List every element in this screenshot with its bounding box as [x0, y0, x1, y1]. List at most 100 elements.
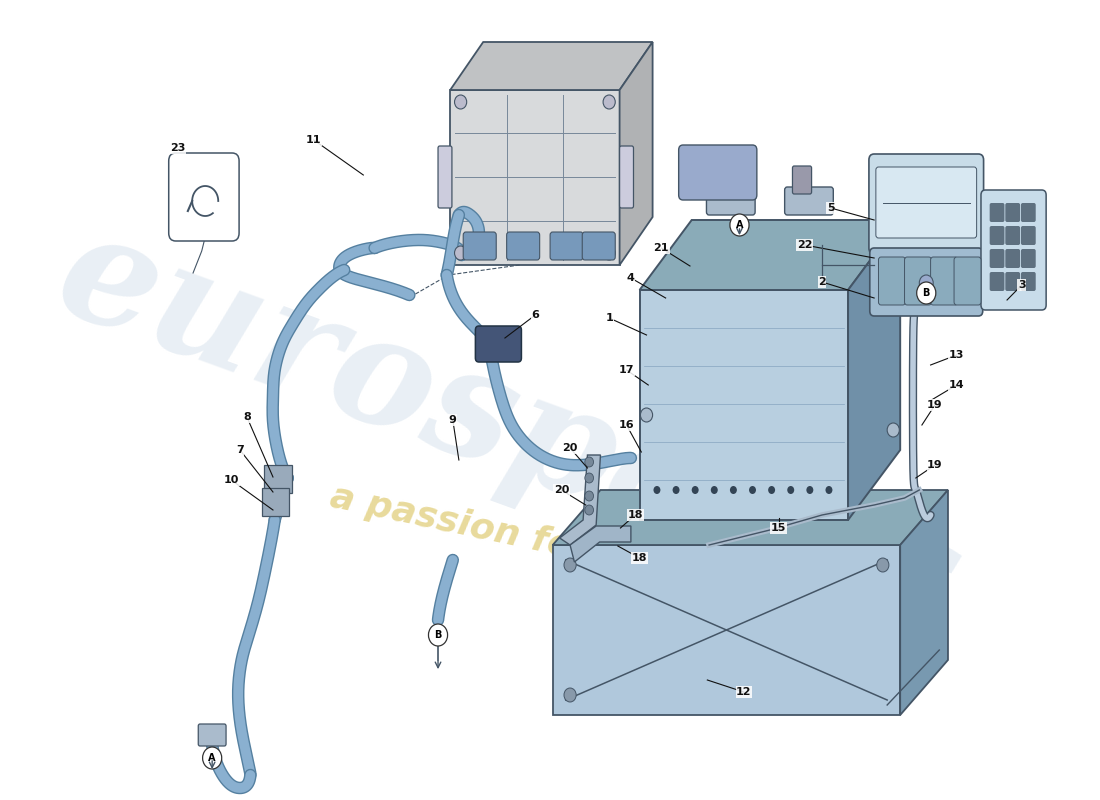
FancyBboxPatch shape	[582, 232, 615, 260]
Text: 2: 2	[818, 277, 826, 287]
Text: 12: 12	[736, 687, 751, 697]
Circle shape	[672, 486, 680, 494]
Circle shape	[640, 408, 652, 422]
Text: 1: 1	[605, 313, 613, 323]
FancyBboxPatch shape	[990, 249, 1004, 268]
Circle shape	[603, 95, 615, 109]
FancyBboxPatch shape	[1021, 249, 1036, 268]
Circle shape	[768, 486, 776, 494]
Text: 8: 8	[243, 412, 251, 422]
Text: 21: 21	[653, 243, 669, 253]
FancyBboxPatch shape	[784, 187, 834, 215]
Text: 6: 6	[531, 310, 539, 320]
FancyBboxPatch shape	[679, 145, 757, 200]
FancyBboxPatch shape	[1005, 226, 1020, 245]
FancyBboxPatch shape	[981, 190, 1046, 310]
FancyBboxPatch shape	[1021, 272, 1036, 291]
Circle shape	[202, 747, 222, 769]
Text: 3: 3	[1018, 280, 1025, 290]
Circle shape	[454, 246, 466, 260]
FancyBboxPatch shape	[706, 187, 755, 215]
Circle shape	[825, 486, 833, 494]
FancyBboxPatch shape	[931, 257, 957, 305]
Circle shape	[585, 457, 594, 467]
Text: B: B	[923, 288, 930, 298]
Polygon shape	[900, 490, 948, 715]
Circle shape	[585, 491, 594, 501]
Text: 17: 17	[619, 365, 635, 375]
Circle shape	[888, 423, 900, 437]
Polygon shape	[639, 220, 900, 290]
Circle shape	[920, 275, 933, 291]
Text: 11: 11	[306, 135, 321, 145]
FancyBboxPatch shape	[1005, 272, 1020, 291]
Polygon shape	[848, 220, 900, 520]
Text: 20: 20	[562, 443, 578, 453]
Polygon shape	[570, 526, 631, 562]
Text: 19: 19	[927, 460, 943, 470]
Text: 19: 19	[927, 400, 943, 410]
Text: 16: 16	[618, 420, 635, 430]
FancyBboxPatch shape	[550, 232, 583, 260]
FancyBboxPatch shape	[1005, 249, 1020, 268]
Text: eurospares: eurospares	[40, 198, 979, 662]
FancyBboxPatch shape	[1021, 226, 1036, 245]
FancyBboxPatch shape	[792, 166, 812, 194]
Polygon shape	[619, 42, 652, 265]
Circle shape	[806, 486, 813, 494]
Circle shape	[454, 95, 466, 109]
Polygon shape	[450, 90, 619, 265]
Text: 18: 18	[627, 510, 644, 520]
Text: 20: 20	[553, 485, 569, 495]
Circle shape	[711, 486, 718, 494]
Text: B: B	[434, 630, 442, 640]
Circle shape	[788, 486, 794, 494]
Circle shape	[429, 624, 448, 646]
FancyBboxPatch shape	[1005, 203, 1020, 222]
FancyBboxPatch shape	[876, 167, 977, 238]
FancyBboxPatch shape	[990, 226, 1004, 245]
Circle shape	[585, 505, 594, 515]
Text: 18: 18	[631, 553, 647, 563]
Text: a passion for parts since 1985: a passion for parts since 1985	[327, 479, 935, 641]
Text: 13: 13	[949, 350, 965, 360]
FancyBboxPatch shape	[870, 248, 982, 316]
Text: 10: 10	[223, 475, 239, 485]
FancyBboxPatch shape	[475, 326, 521, 362]
Text: 9: 9	[449, 415, 456, 425]
Polygon shape	[264, 465, 293, 493]
Text: 14: 14	[949, 380, 965, 390]
FancyBboxPatch shape	[438, 146, 452, 208]
FancyBboxPatch shape	[1021, 203, 1036, 222]
Circle shape	[653, 486, 660, 494]
FancyBboxPatch shape	[869, 154, 983, 254]
Circle shape	[916, 282, 936, 304]
Polygon shape	[262, 488, 289, 516]
FancyBboxPatch shape	[507, 232, 540, 260]
FancyBboxPatch shape	[619, 146, 634, 208]
Circle shape	[877, 558, 889, 572]
Polygon shape	[552, 545, 900, 715]
Circle shape	[730, 486, 737, 494]
Circle shape	[749, 486, 756, 494]
FancyBboxPatch shape	[198, 724, 227, 746]
Text: 23: 23	[169, 143, 185, 153]
Text: A: A	[736, 220, 744, 230]
FancyBboxPatch shape	[954, 257, 981, 305]
Polygon shape	[560, 455, 601, 545]
FancyBboxPatch shape	[990, 203, 1004, 222]
FancyBboxPatch shape	[168, 153, 239, 241]
Text: 4: 4	[627, 273, 635, 283]
Text: 22: 22	[796, 240, 813, 250]
Polygon shape	[639, 290, 848, 520]
Text: 15: 15	[771, 523, 786, 533]
Circle shape	[692, 486, 698, 494]
Circle shape	[603, 246, 615, 260]
FancyBboxPatch shape	[904, 257, 932, 305]
FancyBboxPatch shape	[463, 232, 496, 260]
Circle shape	[564, 558, 576, 572]
Polygon shape	[552, 490, 948, 545]
Circle shape	[585, 473, 594, 483]
Text: A: A	[208, 753, 216, 763]
FancyBboxPatch shape	[714, 166, 734, 194]
